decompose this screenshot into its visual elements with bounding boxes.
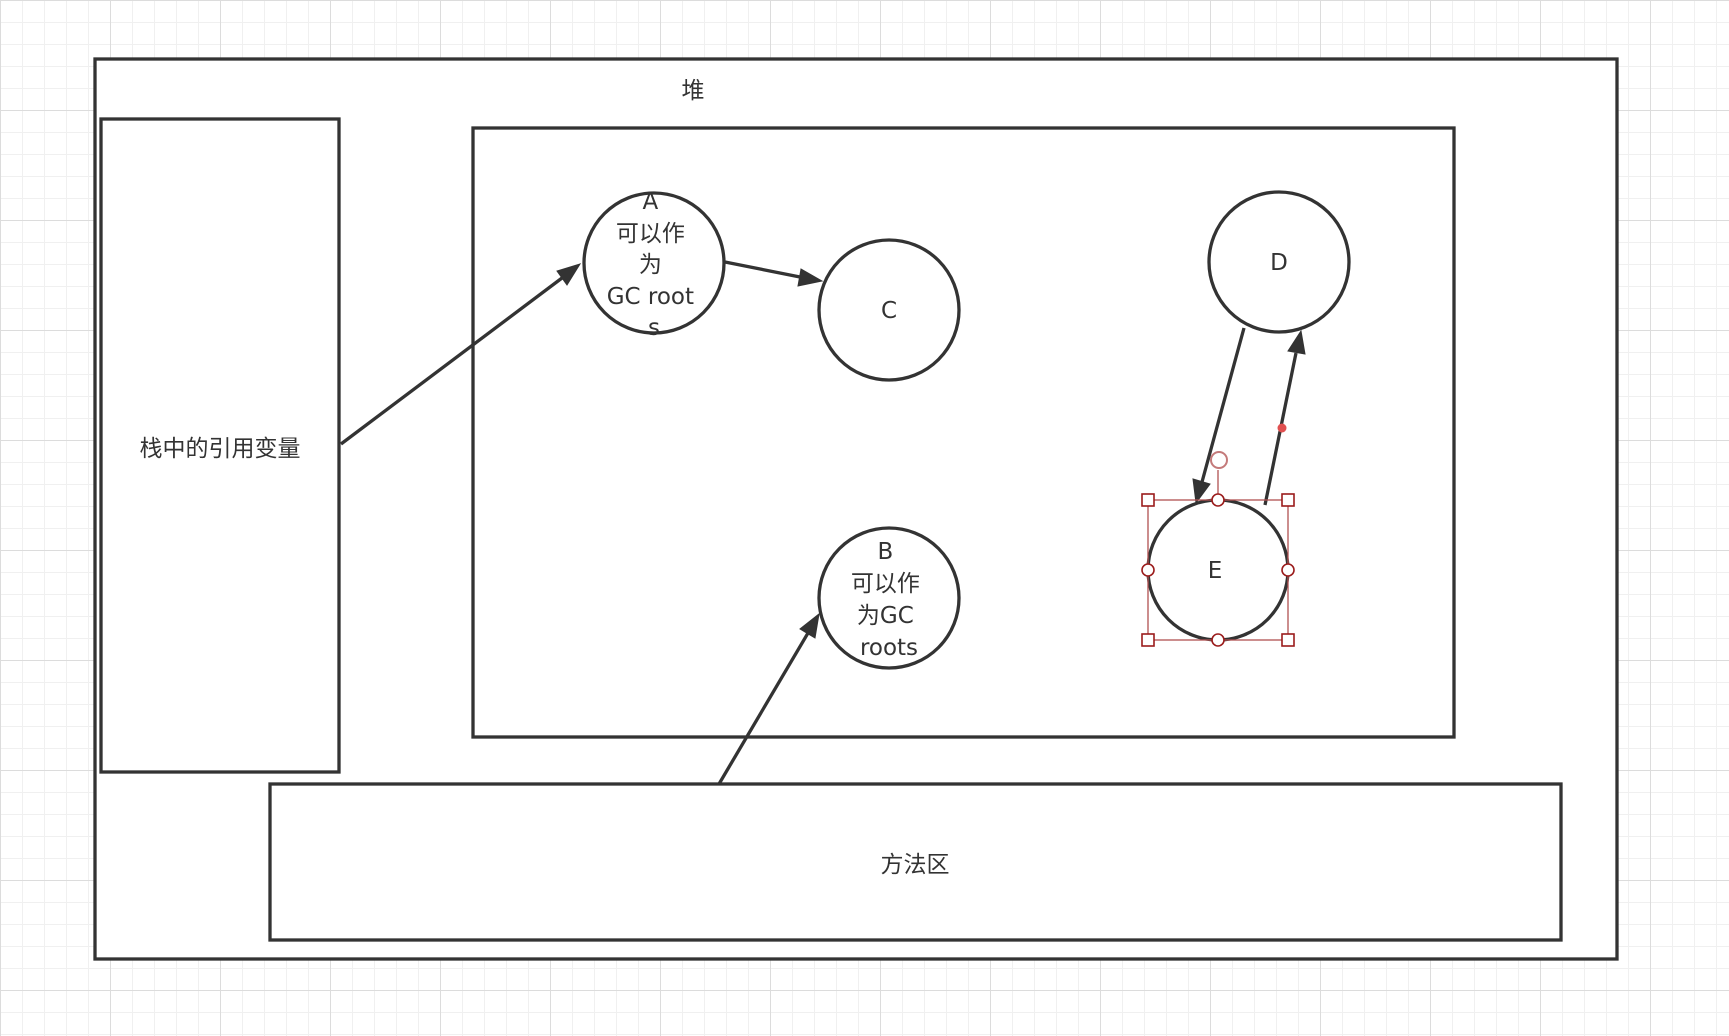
edge-A-to-C[interactable] xyxy=(724,260,824,287)
edge-stack-to-A[interactable] xyxy=(340,263,582,446)
node-C-line-1: C xyxy=(881,298,897,324)
connection-point-right[interactable] xyxy=(1281,563,1295,577)
edge-D-to-E[interactable] xyxy=(1192,327,1246,505)
connection-point-top[interactable] xyxy=(1211,493,1225,507)
method-area-label: 方法区 xyxy=(881,852,950,878)
rotate-handle[interactable] xyxy=(1210,451,1228,469)
node-B-line-2: 可以作 xyxy=(851,571,920,597)
node-B-line-4: roots xyxy=(860,635,918,661)
resize-handle-nw[interactable] xyxy=(1141,493,1155,507)
node-A-label: A 可以作 为 GC root s xyxy=(607,189,702,341)
node-A-line-1: A xyxy=(642,189,658,215)
edge-waypoint-handle[interactable] xyxy=(1277,423,1287,433)
edge-method-area-to-B[interactable] xyxy=(717,612,820,785)
method-area-box[interactable] xyxy=(268,782,1563,942)
connection-point-left[interactable] xyxy=(1141,563,1155,577)
node-D-label: D xyxy=(1270,250,1288,276)
stack-refs-label: 栈中的引用变量 xyxy=(140,436,301,462)
resize-handle-ne[interactable] xyxy=(1281,493,1295,507)
node-D-line-1: D xyxy=(1270,250,1288,276)
node-A-line-3: 为 xyxy=(639,252,662,278)
node-A[interactable]: A 可以作 为 GC root s xyxy=(582,189,726,341)
node-E-line-1: E xyxy=(1208,558,1223,584)
node-C[interactable]: C xyxy=(817,238,961,382)
heap-label: 堆 xyxy=(682,78,705,104)
node-C-label: C xyxy=(881,298,897,324)
stack-refs-box[interactable] xyxy=(99,117,341,774)
node-E-label: E xyxy=(1208,558,1223,584)
node-E[interactable]: E xyxy=(1146,498,1290,642)
selection-overlay xyxy=(1141,451,1295,647)
node-B-line-3: 为GC xyxy=(857,603,914,629)
connection-point-bottom[interactable] xyxy=(1211,633,1225,647)
node-B[interactable]: B 可以作 为GC roots xyxy=(817,526,961,670)
resize-handle-se[interactable] xyxy=(1281,633,1295,647)
node-D[interactable]: D xyxy=(1207,190,1351,334)
node-A-line-2: 可以作 xyxy=(616,221,685,247)
node-A-line-5: s xyxy=(648,315,660,341)
node-B-line-1: B xyxy=(877,539,893,565)
resize-handle-sw[interactable] xyxy=(1141,633,1155,647)
node-B-label: B 可以作 为GC roots xyxy=(851,539,927,661)
node-A-line-4: GC root xyxy=(607,284,694,310)
